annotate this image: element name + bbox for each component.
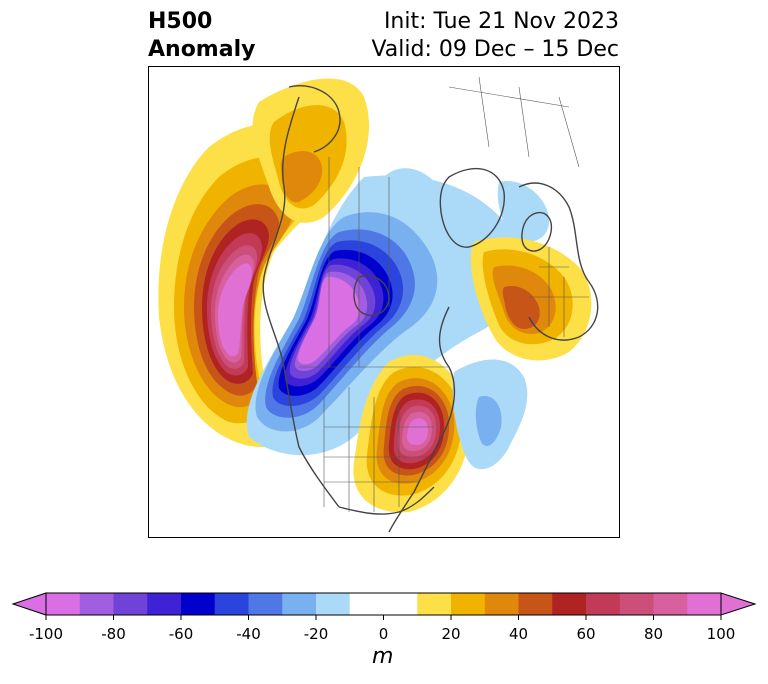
map-title: H500 Anomaly [148,8,255,64]
colorbar-tick-label: -40 [236,625,261,643]
colorbar-tick-label: -80 [101,625,126,643]
colorbar-ticks: -100 -80 -60 -40 -20 0 20 40 60 80 100 [29,615,735,643]
init-date: Init: Tue 21 Nov 2023 [383,9,619,34]
contour-neg10 [384,168,444,223]
north-america-west-coast [262,96,340,508]
atlantic-negative-anomaly [384,168,550,470]
colorbar-tick-label: -60 [169,625,194,643]
colorbar-segment [147,593,182,615]
valid-range: Valid: 09 Dec – 15 Dec [371,37,619,62]
colorbar-segments [46,593,722,615]
scandinavia [521,212,553,252]
western-trough-anomaly [246,175,522,456]
contour-pos30 [280,151,323,203]
anomaly-map [148,66,620,538]
colorbar-segment [484,593,519,615]
hudson-bay [353,275,390,316]
coastlines [262,85,599,533]
europe-coast [518,182,599,341]
alaska-coast [288,85,341,153]
title-field: Anomaly [148,37,256,62]
europe-ridge-anomaly [470,237,592,361]
colorbar-segment [113,593,148,615]
colorbar-tick-label: 40 [509,625,528,643]
colorbar-segment [248,593,283,615]
colorbar-over-triangle [720,592,757,616]
colorbar-tick-label: -100 [29,625,63,643]
north-america-east-coast [388,306,456,533]
colorbar-segment [417,593,452,615]
province-borders [328,157,390,367]
colorbar-under-triangle [11,592,47,616]
state-borders [323,387,434,512]
colorbar-segment [586,593,621,615]
colorbar-segment [552,593,587,615]
europe-borders [529,247,589,337]
colorbar-segment [214,593,249,615]
asia-borders [448,76,580,168]
contour-neg10 [497,181,550,242]
colorbar-segment [518,593,553,615]
colorbar: -100 -80 -60 -40 -20 0 20 40 60 80 100 [11,592,757,643]
colorbar-tick-label: -20 [304,625,329,643]
map-canvas [158,76,599,533]
colorbar-tick-label: 100 [707,625,736,643]
colorbar-units: m [372,644,394,669]
contour-neg20 [475,396,502,447]
political-borders [299,76,589,512]
colorbar-segment [349,593,418,615]
colorbar-segment [46,593,81,615]
contour-pos90 [218,263,252,357]
contour-pos90 [407,418,428,445]
colorbar-tick-label: 0 [379,625,389,643]
forecast-dates: Init: Tue 21 Nov 2023 Valid: 09 Dec – 15… [371,8,619,64]
colorbar-segment [181,593,216,615]
title-variable: H500 [148,9,213,34]
colorbar-tick-label: 80 [644,625,663,643]
colorbar-tick-label: 20 [441,625,460,643]
colorbar-segment [282,593,317,615]
colorbar-tick-label: 60 [576,625,595,643]
colorbar-segment [451,593,486,615]
colorbar-segment [79,593,114,615]
colorbar-segment [687,593,722,615]
gulf-coast [338,486,435,515]
colorbar-segment [619,593,654,615]
colorbar-segment [653,593,688,615]
greenland-outline [439,167,505,248]
colorbar-segment [316,593,351,615]
